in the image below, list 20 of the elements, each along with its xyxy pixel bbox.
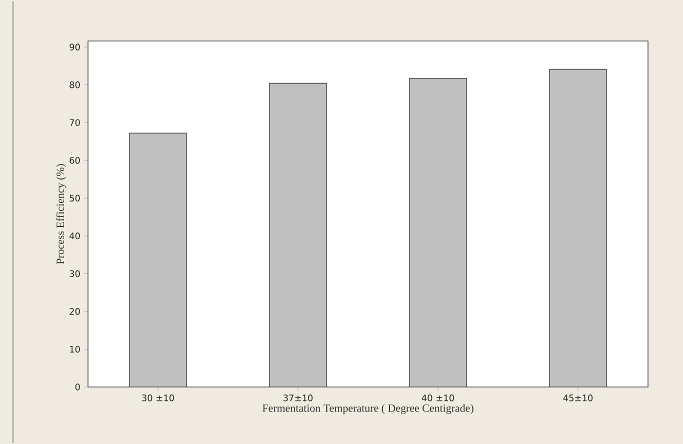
x-tick-label: 30 ±10: [142, 394, 174, 402]
y-axis-title: Process Efficiency (%): [56, 164, 66, 264]
bar: [129, 132, 187, 387]
y-tick-label: 60: [70, 156, 80, 164]
y-tick-label: 90: [70, 44, 80, 50]
bar: [549, 68, 607, 387]
x-tick-label: 45±10: [563, 394, 593, 402]
y-tick-label: 10: [70, 346, 80, 353]
y-tick-label: 50: [70, 194, 80, 202]
bar: [269, 82, 327, 387]
y-tick-label: 0: [75, 384, 80, 390]
y-tick-label: 30: [70, 270, 80, 278]
bar: [409, 78, 467, 387]
y-tick-label: 70: [70, 119, 80, 126]
y-tick-label: 80: [70, 81, 80, 88]
x-tick-label: 37±10: [284, 394, 313, 402]
y-tick-label: 40: [70, 232, 80, 240]
y-tick-label: 20: [70, 308, 80, 315]
x-tick-label: 40 ±10: [422, 394, 454, 402]
x-axis-title: Fermentation Temperature ( Degree Centigrade): [262, 404, 474, 414]
